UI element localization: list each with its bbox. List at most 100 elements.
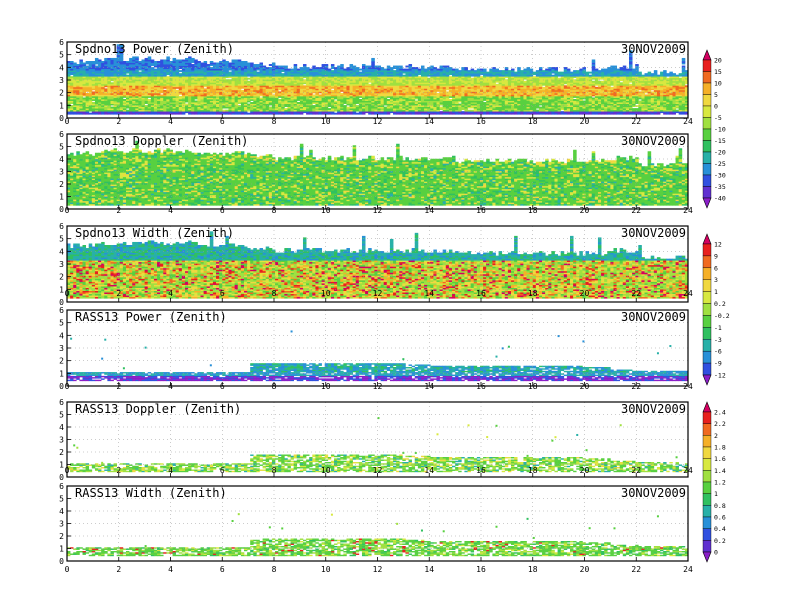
data-cell bbox=[98, 85, 102, 88]
data-cell bbox=[113, 80, 118, 83]
data-cell bbox=[104, 74, 108, 77]
data-cell bbox=[94, 92, 99, 95]
data-cell bbox=[125, 85, 130, 88]
data-cell bbox=[113, 97, 118, 100]
data-cell bbox=[101, 80, 105, 83]
data-cell bbox=[358, 68, 363, 71]
data-cell bbox=[94, 59, 99, 62]
data-cell bbox=[138, 92, 142, 95]
data-cell bbox=[70, 109, 74, 112]
data-cell bbox=[520, 70, 524, 73]
data-cell bbox=[138, 108, 142, 111]
data-cell bbox=[150, 112, 155, 115]
data-cell bbox=[147, 100, 152, 103]
data-cell bbox=[507, 70, 512, 73]
data-cell bbox=[129, 97, 133, 100]
data-cell bbox=[150, 91, 155, 94]
data-cell bbox=[132, 105, 136, 107]
data-cell bbox=[129, 100, 133, 103]
data-cell bbox=[144, 100, 149, 103]
data-cell bbox=[125, 62, 130, 65]
data-cell bbox=[141, 99, 146, 101]
data-cell bbox=[79, 61, 83, 63]
data-cell bbox=[82, 111, 87, 114]
data-cell bbox=[107, 74, 111, 77]
data-cell bbox=[107, 106, 111, 109]
data-cell bbox=[91, 73, 96, 76]
data-cell bbox=[67, 106, 71, 109]
data-cell bbox=[125, 86, 130, 89]
data-cell bbox=[147, 102, 152, 104]
data-cell bbox=[98, 80, 102, 83]
data-cell bbox=[119, 85, 124, 88]
data-cell bbox=[147, 59, 152, 62]
data-cell bbox=[259, 62, 264, 65]
data-cell bbox=[110, 111, 114, 114]
data-cell bbox=[216, 62, 220, 65]
data-cell bbox=[70, 83, 74, 86]
data-cell bbox=[132, 57, 136, 60]
data-cell bbox=[247, 80, 251, 83]
data-cell bbox=[107, 76, 111, 79]
data-cell bbox=[132, 76, 136, 79]
data-cell bbox=[290, 68, 295, 71]
data-cell bbox=[73, 65, 77, 68]
data-cell bbox=[119, 106, 124, 109]
data-cell bbox=[98, 65, 102, 68]
data-cell bbox=[122, 82, 127, 85]
data-cell bbox=[452, 68, 456, 71]
data-cell bbox=[79, 82, 83, 85]
data-cell bbox=[82, 94, 87, 97]
data-cell bbox=[98, 83, 102, 86]
data-cell bbox=[91, 83, 96, 86]
data-cell bbox=[94, 88, 99, 91]
data-cell bbox=[542, 86, 546, 89]
data-cell bbox=[144, 111, 149, 114]
data-cell bbox=[73, 82, 77, 85]
data-cell bbox=[116, 71, 121, 74]
data-cell bbox=[125, 82, 130, 85]
data-cell bbox=[147, 70, 152, 73]
data-cell bbox=[119, 65, 124, 68]
data-cell bbox=[278, 99, 282, 101]
data-cell bbox=[135, 92, 139, 95]
data-cell bbox=[67, 109, 71, 112]
data-cell bbox=[119, 95, 124, 98]
data-cell bbox=[144, 94, 149, 97]
data-cell bbox=[135, 106, 139, 109]
heatmap-cells bbox=[67, 44, 689, 115]
data-cell bbox=[122, 88, 127, 91]
data-cell bbox=[91, 106, 96, 109]
data-cell bbox=[532, 71, 537, 74]
data-cell bbox=[91, 82, 96, 85]
data-cell bbox=[445, 91, 450, 94]
data-cell bbox=[79, 64, 83, 66]
data-cell bbox=[79, 68, 83, 71]
data-cell bbox=[312, 94, 316, 97]
data-cell bbox=[321, 64, 326, 66]
data-cell bbox=[73, 70, 77, 73]
data-cell bbox=[417, 76, 422, 79]
data-cell bbox=[113, 62, 118, 65]
data-cell bbox=[144, 91, 149, 94]
data-cell bbox=[104, 65, 108, 68]
data-cell bbox=[150, 106, 155, 109]
data-cell bbox=[116, 64, 121, 66]
data-cell bbox=[107, 82, 111, 85]
data-cell bbox=[470, 68, 475, 71]
data-cell bbox=[125, 64, 130, 66]
data-cell bbox=[85, 85, 90, 88]
data-cell bbox=[101, 65, 105, 68]
data-cell bbox=[104, 80, 108, 83]
data-cell bbox=[141, 97, 146, 100]
data-cell bbox=[91, 65, 96, 68]
data-cell bbox=[125, 83, 130, 86]
data-cell bbox=[135, 112, 139, 115]
data-cell bbox=[113, 105, 118, 107]
data-cell bbox=[535, 70, 540, 73]
data-cell bbox=[98, 74, 102, 77]
data-cell bbox=[141, 65, 146, 68]
data-cell bbox=[160, 94, 164, 97]
data-cell bbox=[113, 61, 118, 63]
data-cell bbox=[141, 106, 146, 109]
